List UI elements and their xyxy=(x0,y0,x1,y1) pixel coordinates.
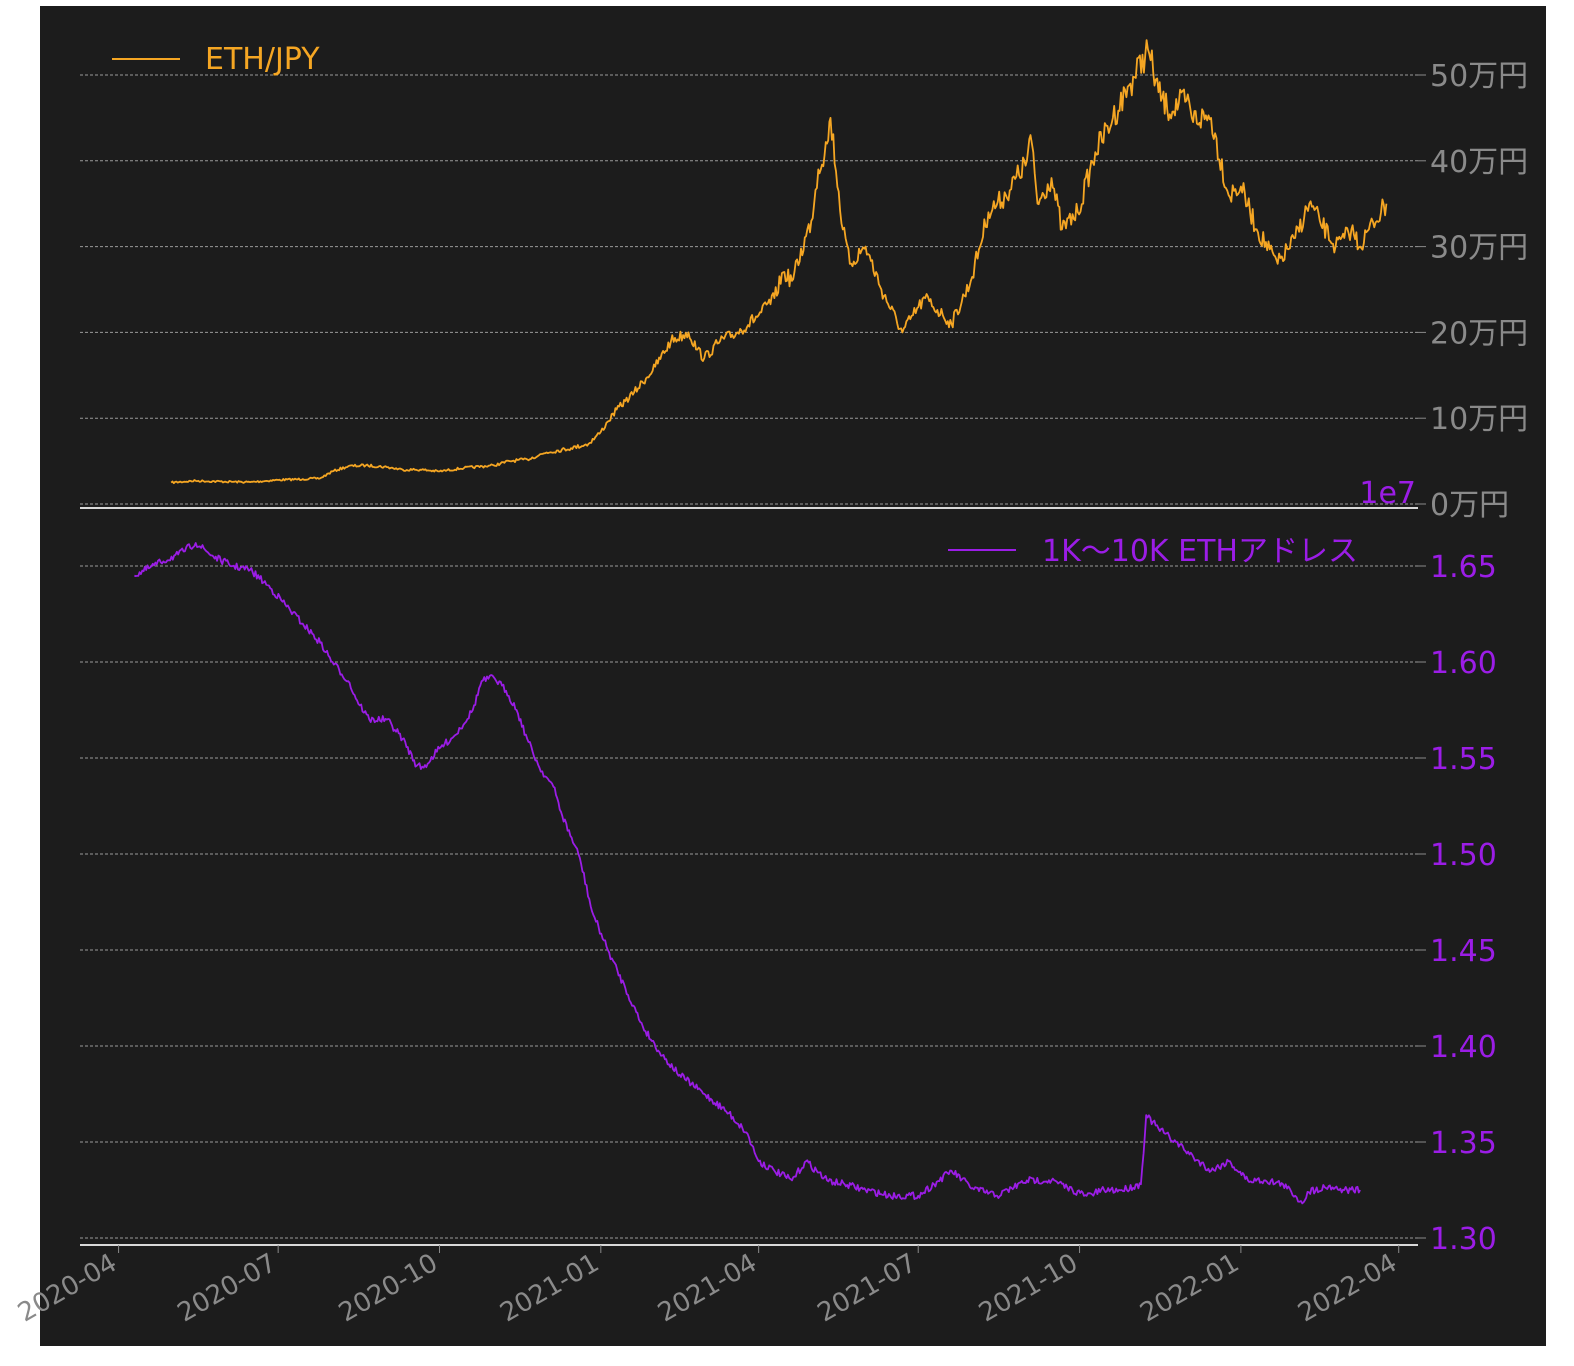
legend-eth: ETH/JPY xyxy=(112,42,320,77)
series-line-eth-jpy xyxy=(170,39,1388,485)
y-tick-label-bottom: 1.60 xyxy=(1430,646,1497,681)
y-tick-label-top: 20万円 xyxy=(1430,316,1528,351)
y-tick-label-bottom: 1.30 xyxy=(1430,1222,1497,1257)
legend-eth-label: ETH/JPY xyxy=(205,42,320,77)
y-tick-label-bottom: 1.45 xyxy=(1430,934,1497,969)
y-tick-label-top: 30万円 xyxy=(1430,231,1528,266)
series-line-addresses xyxy=(134,542,1361,1205)
y-tick-label-bottom: 1.55 xyxy=(1430,742,1497,777)
chart-background xyxy=(40,6,1546,1346)
y-tick-label-bottom: 1.40 xyxy=(1430,1030,1497,1065)
y-tick-label-top: 0万円 xyxy=(1430,488,1509,523)
y-offset-text: 1e7 xyxy=(1359,476,1416,511)
y-tick-label-bottom: 1.35 xyxy=(1430,1126,1497,1161)
series-lines xyxy=(134,39,1388,1205)
gridlines xyxy=(80,74,1418,1239)
y-tick-label-bottom: 1.65 xyxy=(1430,550,1497,585)
y-tick-label-top: 40万円 xyxy=(1430,145,1528,180)
y-tick-label-bottom: 1.50 xyxy=(1430,838,1497,873)
y-tick-label-top: 10万円 xyxy=(1430,402,1528,437)
legend-addr-label: 1K〜10K ETHアドレス xyxy=(1042,534,1358,569)
legend-addr: 1K〜10K ETHアドレス xyxy=(948,534,1358,569)
y-tick-label-top: 50万円 xyxy=(1430,59,1528,94)
